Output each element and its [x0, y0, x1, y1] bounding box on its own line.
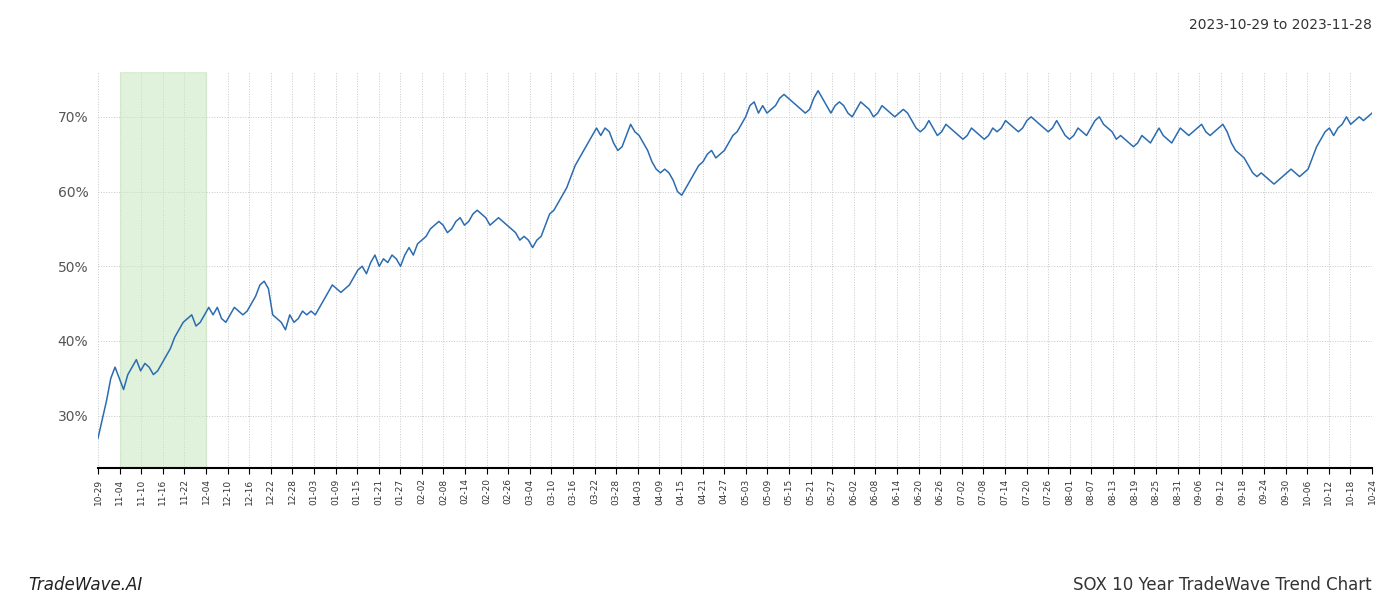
- Text: SOX 10 Year TradeWave Trend Chart: SOX 10 Year TradeWave Trend Chart: [1074, 576, 1372, 594]
- Text: TradeWave.AI: TradeWave.AI: [28, 576, 143, 594]
- Bar: [119, 72, 206, 468]
- Text: 2023-10-29 to 2023-11-28: 2023-10-29 to 2023-11-28: [1189, 18, 1372, 32]
